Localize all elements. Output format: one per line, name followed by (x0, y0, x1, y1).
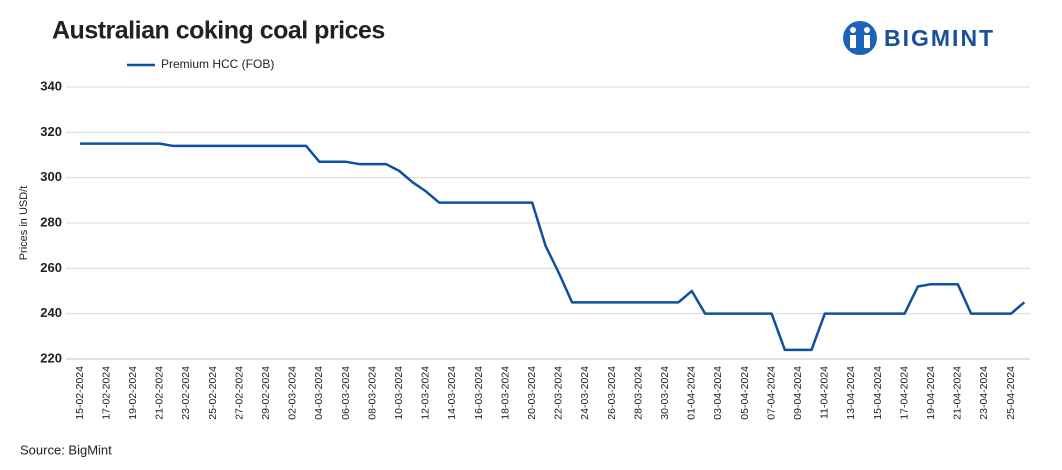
logo-icon-bar (850, 35, 856, 48)
line (80, 142, 1026, 352)
x-tick-label: 05-04-2024 (739, 366, 751, 420)
chart-title: Australian coking coal prices (52, 17, 385, 45)
x-tick-label: 30-03-2024 (659, 366, 671, 420)
source: Source: BigMint (20, 442, 112, 457)
y-axis-label: Prices in USD/t (18, 186, 30, 261)
x-tick-label: 21-02-2024 (154, 366, 166, 420)
logo-text: BIGMINT (884, 25, 995, 51)
x-tick-label: 19-02-2024 (127, 366, 139, 420)
logo-icon-dot (850, 27, 856, 33)
x-tick-label: 01-04-2024 (686, 366, 698, 420)
logo-icon-dot (864, 27, 870, 33)
x-tick-label: 26-03-2024 (606, 366, 618, 420)
x-tick-label: 15-04-2024 (872, 366, 884, 420)
y-tick-label: 260 (40, 260, 62, 275)
x-tick-label: 22-03-2024 (553, 366, 565, 420)
y-tick-label: 280 (40, 214, 62, 229)
y-tick-label: 220 (40, 350, 62, 365)
legend-label: Premium HCC (FOB) (161, 57, 274, 71)
x-tick-label: 20-03-2024 (526, 366, 538, 420)
x-tick-label: 25-04-2024 (1005, 366, 1017, 420)
y-tick-label: 300 (40, 169, 62, 184)
x-tick-label: 12-03-2024 (420, 366, 432, 420)
x-tick-label: 03-04-2024 (712, 366, 724, 420)
x-tick-label: 06-03-2024 (340, 366, 352, 420)
y-tick-label: 340 (40, 78, 62, 93)
x-tick-label: 16-03-2024 (473, 366, 485, 420)
logo-icon (843, 21, 877, 55)
x-tick-label: 15-02-2024 (74, 366, 86, 420)
y-tick-label: 320 (40, 124, 62, 139)
x-tick-label: 27-02-2024 (233, 366, 245, 420)
x-tick-label: 10-03-2024 (393, 366, 405, 420)
x-tick-label: 04-03-2024 (313, 366, 325, 420)
x-tick-label: 23-02-2024 (180, 366, 192, 420)
y-tick-label: 240 (40, 305, 62, 320)
x-tick-label: 23-04-2024 (978, 366, 990, 420)
x-tick-label: 17-02-2024 (100, 366, 112, 420)
logo-icon-bar (864, 35, 870, 48)
x-tick-label: 24-03-2024 (579, 366, 591, 420)
x-tick-label: 25-02-2024 (207, 366, 219, 420)
x-tick-label: 17-04-2024 (898, 366, 910, 420)
x-tick-label: 08-03-2024 (366, 366, 378, 420)
logo: BIGMINT (843, 21, 995, 55)
x-tick-label: 07-04-2024 (765, 366, 777, 420)
x-tick-label: 21-04-2024 (952, 366, 964, 420)
x-tick-label: 28-03-2024 (632, 366, 644, 420)
x-tick-label: 09-04-2024 (792, 366, 804, 420)
x-tick-label: 13-04-2024 (845, 366, 857, 420)
x-tick-label: 02-03-2024 (287, 366, 299, 420)
x-tick-label: 11-04-2024 (819, 366, 831, 419)
x-tick-label: 19-04-2024 (925, 366, 937, 420)
x-tick-label: 29-02-2024 (260, 366, 272, 420)
x-tick-label: 18-03-2024 (499, 366, 511, 420)
x-tick-label: 14-03-2024 (446, 366, 458, 420)
